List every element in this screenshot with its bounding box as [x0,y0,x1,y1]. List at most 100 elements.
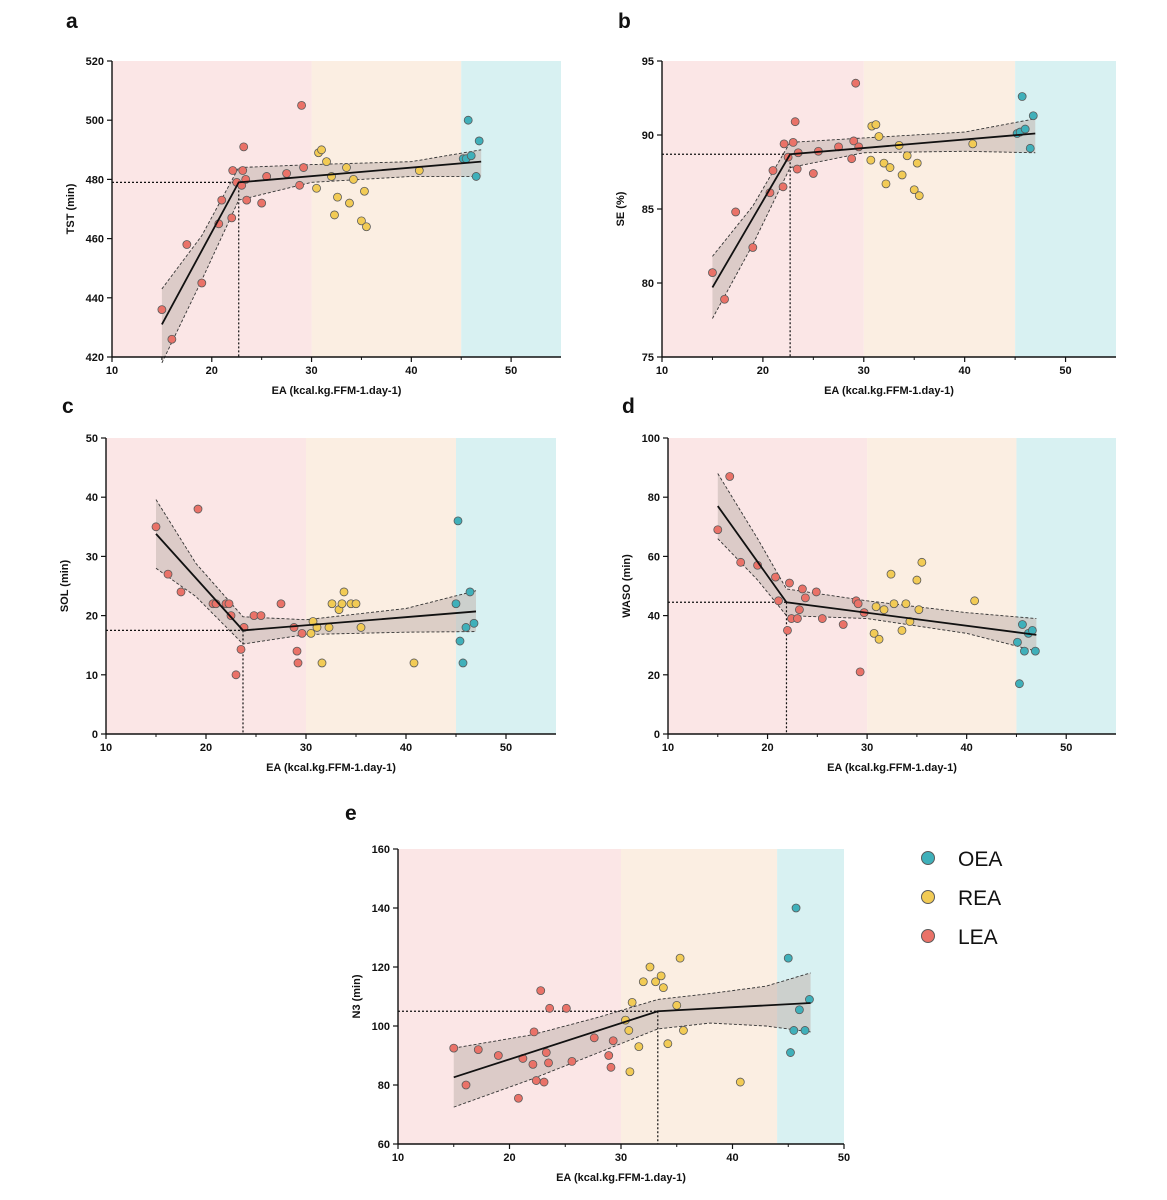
data-point-lea [529,1027,539,1037]
data-point-rea [625,1067,635,1077]
y-axis-title: SE (%) [615,191,627,226]
data-point-rea [909,185,919,195]
data-point-lea [493,1051,503,1060]
panel-e: e 10 20 30 40 50 60 80 100 120 140 160 EA (kcal.kg.F… [345,802,850,1184]
x-tick-label: 50 [505,365,517,377]
data-point-lea [256,611,266,620]
data-point-lea [606,1062,616,1072]
data-point-oea [458,658,468,668]
data-point-lea [282,169,292,178]
x-axis-title: EA (kcal.kg.FFM-1.day-1) [556,1172,686,1184]
data-point-lea [276,599,286,609]
legend-marker-lea [921,929,935,943]
zone-rea [867,438,1017,734]
y-tick-label: 100 [642,433,660,445]
x-tick-label: 10 [106,365,118,377]
data-point-rea [885,163,895,172]
data-point-lea [227,213,237,223]
data-point-oea [800,1026,810,1035]
y-tick-label: 440 [86,293,104,305]
x-axis-title: EA (kcal.kg.FFM-1.day-1) [827,762,957,774]
data-point-lea [541,1048,551,1057]
panel-d: d 10 20 30 40 50 0 20 40 60 80 100 EA (kcal.kg.FFM-1… [621,395,1116,774]
data-point-rea [317,658,327,668]
data-point-rea [879,158,889,168]
y-tick-label: 520 [86,56,104,68]
data-point-rea [679,1026,688,1035]
data-point-rea [342,163,351,172]
zone-lea [398,849,621,1144]
data-point-lea [708,268,717,278]
confidence-band [453,972,811,1108]
data-point-oea [1020,646,1029,656]
x-tick-label: 40 [726,1152,738,1164]
data-point-lea [217,195,227,205]
panel-letter: a [66,10,78,33]
data-point-oea [474,136,484,146]
data-point-oea [1018,620,1027,629]
data-point-oea [471,172,481,181]
data-point-rea [634,1042,644,1052]
data-point-oea [469,618,479,628]
panel-letter: e [345,802,357,825]
zone-oea [1016,438,1116,734]
y-axis-title: WASO (min) [621,554,633,618]
data-point-lea [242,195,252,205]
data-point-lea [589,1033,599,1043]
y-tick-label: 80 [648,492,660,504]
x-tick-label: 50 [838,1152,850,1164]
ci-upper-line [161,149,482,290]
panel-letter: d [622,395,635,418]
panel-letter: b [618,10,631,33]
y-tick-label: 140 [372,903,390,915]
data-point-rea [871,602,881,612]
ci-lower-line [155,567,477,645]
data-point-oea [1013,637,1022,647]
data-point-rea [360,186,369,196]
data-point-lea [193,504,203,514]
data-point-rea [339,587,349,597]
panel-letter: c [62,395,74,418]
zone-lea [112,61,312,357]
ci-upper-line [712,118,1036,257]
zone-rea [306,438,456,734]
y-tick-label: 40 [86,492,98,504]
data-point-lea [608,1036,618,1046]
x-tick-label: 30 [861,742,873,754]
data-point-rea [645,962,655,972]
data-point-lea [561,1003,571,1013]
data-point-rea [656,971,666,981]
data-point-lea [545,1003,555,1013]
legend-marker-oea [921,851,935,865]
data-point-lea [299,163,308,172]
data-point-lea [528,1059,538,1069]
x-tick-label: 50 [1059,365,1071,377]
data-point-lea [536,986,546,995]
data-point-oea [461,623,471,632]
data-point-lea [297,101,306,110]
x-tick-label: 50 [1060,742,1072,754]
data-point-lea [748,243,758,252]
zone-oea [456,438,556,734]
data-point-oea [789,1026,799,1035]
x-tick-label: 50 [500,742,512,754]
x-tick-label: 40 [400,742,412,754]
data-point-oea [1025,143,1035,153]
y-tick-label: 30 [86,551,98,563]
data-point-rea [317,145,326,155]
data-point-lea [774,596,783,606]
data-point-lea [539,1077,549,1087]
data-point-rea [897,626,907,635]
x-tick-label: 10 [392,1152,404,1164]
data-point-lea [771,572,780,582]
data-point-lea [567,1057,577,1066]
data-point-lea [853,599,863,609]
data-point-rea [337,599,347,609]
data-point-rea [735,1077,745,1087]
data-point-lea [297,628,307,638]
data-point-rea [624,1026,634,1035]
data-point-lea [731,207,741,217]
ci-lower-line [712,150,1036,319]
